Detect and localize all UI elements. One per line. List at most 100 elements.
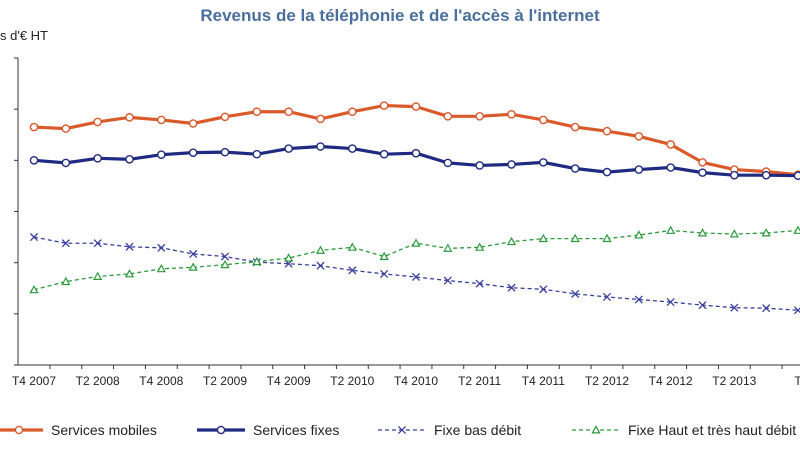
data-point-services-fixes [761, 170, 771, 180]
legend-entry-fixe-haut-et-tres-haut-debit: Fixe Haut et très haut débit [572, 422, 796, 438]
data-point-services-fixes [634, 165, 644, 174]
data-point-services-mobiles [220, 112, 230, 122]
x-tick-label: T2 2010 [330, 374, 374, 388]
data-point-fixe-bas-debit [189, 249, 198, 259]
legend-swatch-marker [14, 425, 24, 435]
data-point-fixe-bas-debit [571, 289, 580, 298]
data-point-fixe-bas-debit-stroke-b [93, 239, 102, 248]
data-point-fixe-bas-debit-stroke-b [698, 301, 707, 310]
data-point-fixe-bas-debit [316, 261, 325, 270]
x-tick-label: T [794, 374, 800, 388]
data-point-fixe-bas-debit [698, 301, 707, 310]
data-point-fixe-bas-debit-stroke-b [539, 285, 548, 294]
data-point-fixe-bas-debit-stroke-b [411, 272, 421, 282]
legend-entry-fixe-bas-debit: Fixe bas débit [378, 422, 521, 438]
data-point-services-fixes [188, 148, 198, 157]
data-point-fixe-haut-et-tres-haut-debit [729, 229, 739, 238]
data-point-fixe-bas-debit [762, 304, 771, 313]
data-point-services-fixes [379, 149, 389, 159]
x-tick-label: T4 2007 [12, 374, 56, 388]
data-point-fixe-bas-debit-stroke-b [730, 303, 739, 312]
data-point-services-fixes [539, 158, 548, 167]
data-point-services-fixes [125, 155, 134, 164]
data-point-fixe-haut-et-tres-haut-debit [666, 225, 676, 234]
data-point-services-fixes [61, 158, 71, 168]
data-point-services-fixes [507, 160, 516, 169]
data-point-fixe-haut-et-tres-haut-debit [61, 276, 71, 286]
legend-swatch-marker-stroke-b [397, 425, 407, 435]
data-point-fixe-haut-et-tres-haut-debit [602, 233, 612, 243]
data-point-services-mobiles [411, 102, 421, 111]
data-point-services-mobiles [570, 122, 580, 132]
data-point-fixe-bas-debit-stroke-b [634, 295, 643, 304]
data-point-fixe-haut-et-tres-haut-debit [506, 236, 517, 246]
data-point-fixe-haut-et-tres-haut-debit [475, 242, 485, 251]
data-point-fixe-bas-debit-stroke-b [348, 266, 357, 275]
legend-swatch-marker [216, 425, 226, 435]
series-services-fixes [29, 142, 800, 180]
x-tick-label: T4 2011 [522, 374, 565, 388]
x-tick-label: T2 2013 [712, 374, 756, 388]
data-point-fixe-bas-debit-stroke-b [61, 239, 70, 248]
data-point-fixe-bas-debit-stroke-b [602, 292, 612, 302]
data-point-fixe-haut-et-tres-haut-debit [411, 238, 421, 247]
legend-label: Services mobiles [51, 422, 157, 438]
data-point-services-fixes [730, 170, 739, 180]
data-point-services-mobiles [666, 140, 675, 149]
data-point-fixe-bas-debit [411, 272, 421, 282]
data-point-fixe-bas-debit [61, 239, 70, 248]
data-point-fixe-bas-debit [793, 306, 800, 315]
x-tick-label: T4 2012 [649, 374, 693, 388]
data-point-fixe-bas-debit-stroke-b [666, 298, 675, 307]
data-point-fixe-haut-et-tres-haut-debit [124, 269, 135, 278]
x-tick-label: T2 2011 [458, 374, 501, 388]
data-point-services-mobiles [157, 115, 166, 125]
x-tick-label: T4 2010 [394, 374, 438, 388]
data-point-services-fixes [570, 164, 580, 173]
data-point-services-mobiles [188, 119, 198, 128]
data-point-fixe-bas-debit-stroke-b [157, 243, 166, 252]
data-point-services-fixes [666, 163, 675, 172]
data-point-fixe-haut-et-tres-haut-debit [634, 230, 644, 239]
legend-swatch-marker [591, 425, 601, 434]
series-line-services-mobiles [33, 103, 799, 177]
data-point-fixe-bas-debit [380, 269, 389, 278]
data-point-fixe-haut-et-tres-haut-debit [156, 263, 166, 273]
data-point-services-fixes [220, 147, 230, 157]
data-point-fixe-bas-debit-stroke-b [475, 279, 484, 288]
data-point-fixe-bas-debit [539, 285, 548, 294]
data-point-services-mobiles [443, 112, 453, 121]
data-point-fixe-bas-debit [602, 292, 612, 302]
data-point-services-fixes [411, 148, 421, 158]
data-point-services-fixes [252, 149, 262, 159]
legend-layer: Services mobiles Services fixes Fixe bas d… [0, 422, 796, 438]
data-point-services-mobiles [125, 113, 134, 122]
data-point-services-mobiles [29, 122, 39, 132]
data-point-fixe-bas-debit [730, 303, 739, 312]
data-point-fixe-bas-debit-stroke-b [793, 307, 800, 315]
data-point-fixe-bas-debit [125, 242, 134, 251]
data-point-services-fixes [157, 150, 166, 160]
data-point-fixe-haut-et-tres-haut-debit [220, 259, 230, 269]
y-axis-unit-label: s d'€ HT [0, 28, 48, 43]
data-point-services-fixes [443, 158, 453, 168]
data-point-fixe-bas-debit-stroke-b [220, 252, 230, 261]
data-point-fixe-bas-debit [634, 295, 643, 304]
data-point-fixe-bas-debit [220, 252, 230, 261]
x-tick-label: T2 2009 [203, 374, 247, 388]
data-point-services-mobiles [348, 107, 357, 117]
data-point-fixe-haut-et-tres-haut-debit [284, 253, 294, 262]
data-point-fixe-haut-et-tres-haut-debit [315, 245, 326, 254]
x-tick-label: T2 2008 [76, 374, 120, 388]
series-services-mobiles [29, 101, 800, 179]
data-point-fixe-bas-debit-stroke-b [443, 276, 452, 285]
data-point-fixe-haut-et-tres-haut-debit [570, 233, 580, 243]
data-point-services-mobiles [698, 158, 707, 167]
data-point-services-mobiles [93, 117, 102, 127]
data-point-fixe-bas-debit-stroke-b [571, 289, 580, 298]
data-point-fixe-bas-debit [666, 298, 675, 307]
data-point-fixe-bas-debit [507, 283, 516, 292]
x-tick-label: T4 2008 [139, 374, 183, 388]
